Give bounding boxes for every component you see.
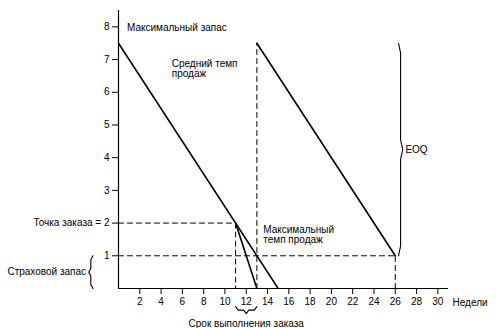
svg-text:28: 28: [411, 296, 423, 307]
svg-text:1: 1: [104, 250, 110, 261]
svg-text:6: 6: [104, 86, 110, 97]
svg-text:Максимальныйтемп продаж: Максимальныйтемп продаж: [263, 224, 334, 245]
svg-text:3: 3: [104, 185, 110, 196]
svg-text:Максимальный запас: Максимальный запас: [127, 22, 227, 33]
svg-text:24: 24: [368, 296, 380, 307]
svg-text:8: 8: [201, 296, 207, 307]
svg-text:4: 4: [158, 296, 164, 307]
svg-text:2: 2: [137, 296, 143, 307]
svg-text:Срок выполнения заказа: Срок выполнения заказа: [189, 318, 305, 328]
svg-text:20: 20: [326, 296, 338, 307]
svg-text:12: 12: [241, 296, 253, 307]
svg-text:5: 5: [104, 119, 110, 130]
svg-text:Средний темппродаж: Средний темппродаж: [172, 58, 238, 79]
svg-text:4: 4: [104, 152, 110, 163]
svg-text:8: 8: [104, 21, 110, 32]
svg-text:Точка заказа = 2: Точка заказа = 2: [33, 217, 110, 228]
svg-text:26: 26: [390, 296, 402, 307]
svg-text:16: 16: [283, 296, 295, 307]
svg-text:10: 10: [219, 296, 231, 307]
svg-text:22: 22: [347, 296, 359, 307]
svg-text:6: 6: [180, 296, 186, 307]
svg-text:14: 14: [262, 296, 274, 307]
svg-text:Страховой запас: Страховой запас: [7, 266, 86, 277]
svg-text:EOQ: EOQ: [405, 144, 427, 155]
svg-text:Недели: Недели: [453, 297, 488, 308]
svg-text:7: 7: [104, 54, 110, 65]
svg-text:18: 18: [305, 296, 317, 307]
svg-text:30: 30: [432, 296, 444, 307]
